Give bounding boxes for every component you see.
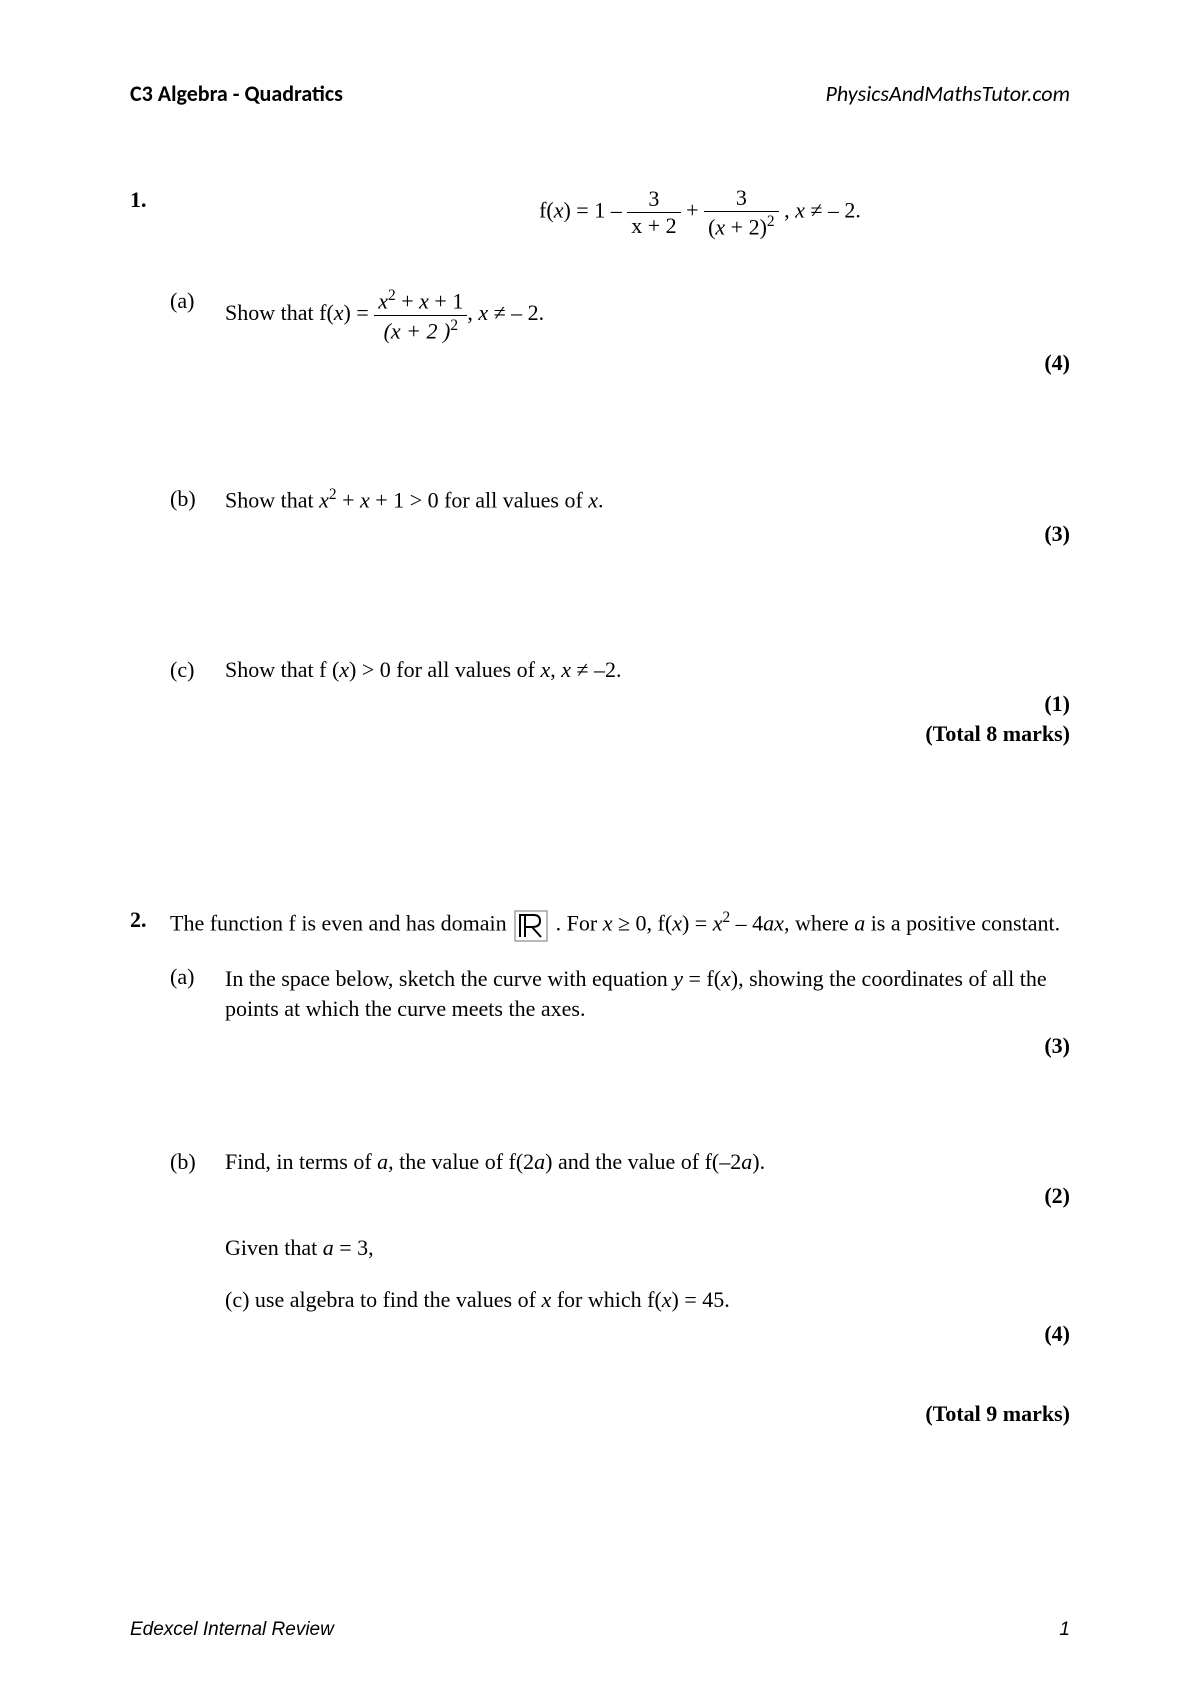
q1b-marks: (3) <box>170 521 1070 547</box>
page: C3 Algebra - Quadratics PhysicsAndMathsT… <box>0 0 1200 1697</box>
real-numbers-icon <box>514 910 548 942</box>
q1-part-a: (a) Show that f(x) = x2 + x + 1 (x + 2 )… <box>170 288 1070 342</box>
q2-part-c: (c) use algebra to find the values of x … <box>225 1287 1070 1313</box>
question-1: 1. f(x) = 1 – 3 x + 2 + 3 (x + 2)2 , x ≠… <box>130 187 1070 747</box>
q2-number: 2. <box>130 907 170 933</box>
header-title: C3 Algebra - Quadratics <box>130 80 343 107</box>
page-footer: Edexcel Internal Review 1 <box>130 1619 1070 1641</box>
footer-page-number: 1 <box>1059 1619 1070 1641</box>
q2-given: Given that a = 3, <box>225 1235 1070 1261</box>
q1-definition: f(x) = 1 – 3 x + 2 + 3 (x + 2)2 , x ≠ – … <box>170 187 1070 238</box>
q1-total: (Total 8 marks) <box>170 721 1070 747</box>
header-site: PhysicsAndMathsTutor.com <box>826 80 1070 107</box>
q1-frac1: 3 x + 2 <box>627 188 680 237</box>
q1-part-b: (b) Show that x2 + x + 1 > 0 for all val… <box>170 486 1070 513</box>
q1-number: 1. <box>130 187 170 213</box>
q1-part-c: (c) Show that f (x) > 0 for all values o… <box>170 657 1070 683</box>
q2a-marks: (3) <box>170 1033 1070 1059</box>
q1a-marks: (4) <box>170 350 1070 376</box>
q2c-marks: (4) <box>170 1321 1070 1347</box>
q2b-marks: (2) <box>170 1183 1070 1209</box>
q1-frac2: 3 (x + 2)2 <box>704 187 779 238</box>
q1a-frac: x2 + x + 1 (x + 2 )2 <box>374 288 467 342</box>
q1c-marks: (1) <box>170 691 1070 717</box>
page-header: C3 Algebra - Quadratics PhysicsAndMathsT… <box>130 80 1070 107</box>
footer-source: Edexcel Internal Review <box>130 1619 334 1641</box>
q2-part-a: (a) In the space below, sketch the curve… <box>170 964 1070 1026</box>
q2-intro: The function f is even and has domain . … <box>170 907 1070 941</box>
question-2: 2. The function f is even and has domain… <box>130 907 1070 1427</box>
q2-total: (Total 9 marks) <box>170 1401 1070 1427</box>
q2-part-b: (b) Find, in terms of a, the value of f(… <box>170 1149 1070 1175</box>
